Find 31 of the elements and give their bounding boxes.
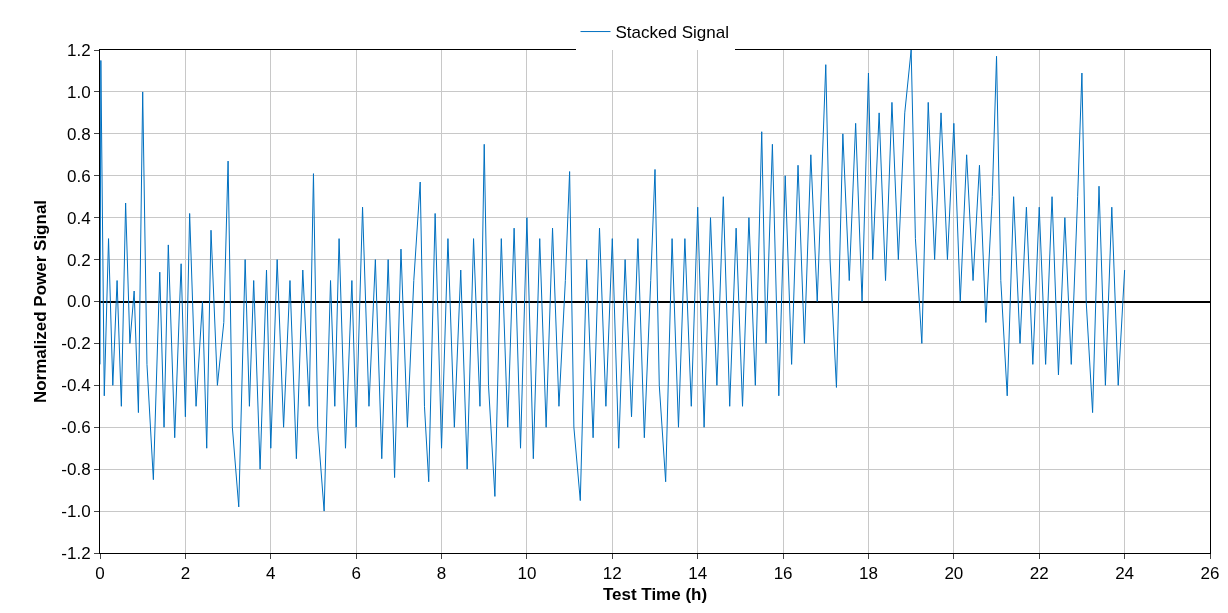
x-tick-label: 16 [773,564,793,584]
y-tick-label: -0.2 [61,334,91,354]
x-tick-label: 8 [436,564,447,584]
y-tick-label: -0.6 [61,418,91,438]
x-tick-label: 12 [602,564,622,584]
x-tick-label: 26 [1200,564,1220,584]
x-tick-label: 18 [859,564,878,584]
y-axis-title: Normalized Power Signal [30,199,50,404]
x-axis-title: Test Time (h) [602,584,708,604]
y-tick-label: 0.8 [66,124,91,144]
x-tick-label: 20 [944,564,964,584]
x-tick-label: 0 [95,564,105,584]
x-tick-label: 14 [688,564,708,584]
y-tick-label: 0.2 [66,250,91,270]
x-tick-label: 22 [1029,564,1049,584]
y-tick-label: -0.8 [61,460,91,480]
x-tick-label: 6 [351,564,361,584]
x-tick-label: 2 [180,564,191,584]
line-series [100,50,1126,512]
x-tick-label: 4 [266,564,276,584]
legend-label: Stacked Signal [615,23,729,43]
y-tick-label: 1.2 [66,40,91,60]
y-tick-label: 0.0 [66,292,91,312]
y-tick-label: 0.6 [66,166,91,186]
x-tick-label: 24 [1115,564,1135,584]
y-tick-label: -1.0 [61,502,91,522]
x-tick-label: 10 [517,564,537,584]
y-tick-label: 1.0 [66,82,91,102]
y-tick-label: -1.2 [61,543,91,563]
y-tick-label: 0.4 [66,208,91,228]
y-tick-label: -0.4 [61,376,91,396]
